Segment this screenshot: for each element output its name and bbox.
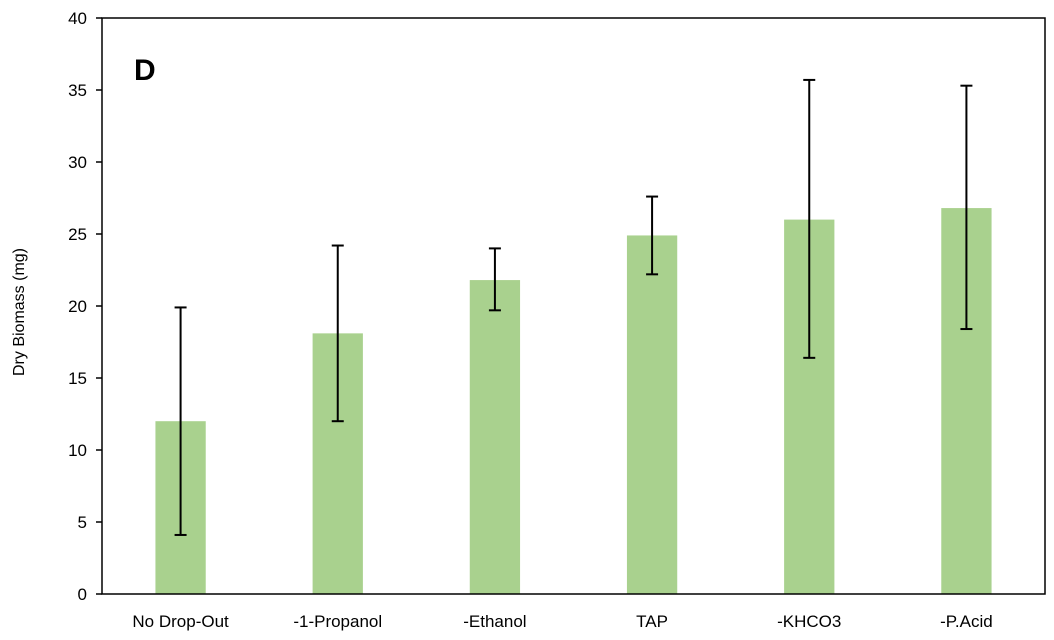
y-tick-label-3: 15: [68, 369, 87, 388]
y-axis-title: Dry Biomass (mg): [11, 248, 28, 376]
bars-group: [155, 208, 992, 594]
x-tick-label-0: No Drop-Out: [132, 612, 229, 631]
y-tick-label-1: 5: [78, 513, 87, 532]
y-tick-label-6: 30: [68, 153, 87, 172]
y-tick-label-4: 20: [68, 297, 87, 316]
y-tick-label-5: 25: [68, 225, 87, 244]
x-tick-label-2: -Ethanol: [463, 612, 526, 631]
y-tick-label-0: 0: [78, 585, 87, 604]
x-tick-label-4: -KHCO3: [777, 612, 841, 631]
x-tick-label-3: TAP: [636, 612, 668, 631]
y-tick-label-2: 10: [68, 441, 87, 460]
panel-letter: D: [134, 54, 156, 87]
x-tick-label-5: -P.Acid: [940, 612, 993, 631]
error-bars-group: [174, 78, 973, 536]
x-tick-label-1: -1-Propanol: [293, 612, 382, 631]
y-axis-ticks: 0 5 10 15 20 25 30 35 40: [68, 9, 102, 604]
y-tick-label-7: 35: [68, 81, 87, 100]
x-axis-labels: No Drop-Out -1-Propanol -Ethanol TAP -KHCO3 -…: [132, 612, 992, 631]
axes-frame: [101, 17, 1046, 595]
bar-2: [469, 280, 521, 594]
plot-frame: [101, 17, 1046, 595]
bar-3: [626, 235, 678, 594]
y-tick-label-8: 40: [68, 9, 87, 28]
